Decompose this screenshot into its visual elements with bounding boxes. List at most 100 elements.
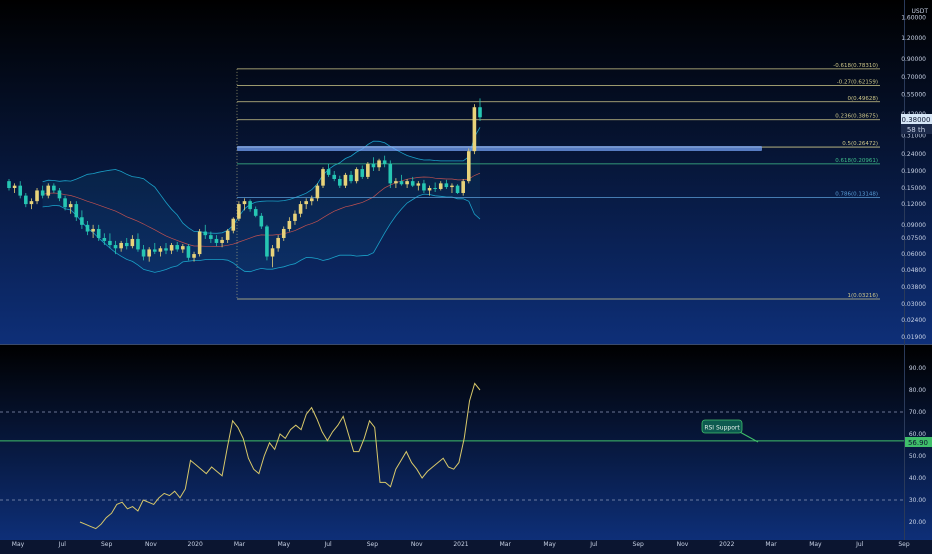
fib-retracement: -0.618(0.78310) -0.27(0.62159) 0(0.49628) 0… (236, 63, 880, 300)
candle-body (169, 245, 174, 251)
candle-body (438, 183, 443, 189)
rsi-axis: 90.00 80.00 70.00 60.00 50.00 40.00 30.00 20.00 (909, 365, 926, 526)
price-tick-label: 1.60000 (901, 14, 926, 21)
candle-body (444, 183, 449, 188)
time-tick-label: Mar (234, 541, 246, 548)
candle-body (388, 163, 393, 184)
candle-body (119, 242, 123, 249)
candle-body (214, 238, 219, 243)
candle-body (349, 174, 353, 182)
candle-body (18, 185, 23, 196)
candle-body (450, 185, 454, 188)
candle-body (35, 190, 39, 202)
price-axis: 2.700001.600001.200000.900000.700000.550… (901, 14, 926, 341)
candle-body (186, 246, 191, 258)
time-tick-label: 2021 (453, 541, 468, 548)
candle-body (175, 245, 180, 250)
time-tick-label: Jul (58, 541, 67, 548)
support-band (237, 146, 762, 151)
bb-upper (42, 127, 481, 234)
callout-box (701, 419, 743, 434)
candle-body (147, 249, 151, 257)
candle-body (164, 248, 168, 251)
countdown-label: 58 th (907, 126, 925, 134)
time-tick-label: May (543, 541, 556, 548)
candle-body (265, 226, 269, 257)
candle-body (366, 163, 370, 177)
candle-body (80, 217, 84, 225)
candle-body (136, 238, 140, 250)
time-tick-label: Mar (765, 541, 777, 548)
candle-body (141, 249, 146, 257)
candle-body (46, 185, 51, 196)
candle-body (220, 239, 224, 243)
price-tick-label: 0.01900 (901, 334, 926, 341)
price-tick-label: 0.31000 (901, 133, 926, 140)
fib-label: 0.236(0.38675) (835, 114, 878, 120)
fib-label: -0.27(0.62159) (837, 80, 878, 86)
candle-body (405, 181, 409, 185)
price-tick-label: 0.70000 (901, 74, 926, 81)
rsi-current-box (905, 437, 932, 447)
candle-body (422, 183, 426, 191)
fib-label: 0.786(0.13148) (835, 192, 878, 198)
candle-body (197, 231, 202, 255)
candle-body (225, 230, 230, 240)
price-tick-label: 0.24000 (901, 151, 926, 158)
candle-body (416, 183, 421, 186)
time-tick-label: Nov (145, 541, 157, 548)
candle-body (181, 246, 185, 250)
price-axis-unit: USDT (912, 8, 929, 15)
rsi-line (79, 382, 481, 530)
candle-body (253, 209, 258, 216)
candle-body (315, 185, 320, 199)
candle-body (113, 245, 118, 249)
price-tick-label: 0.06000 (901, 251, 926, 258)
time-tick-label: May (278, 541, 291, 548)
time-tick-label: 2022 (719, 541, 734, 548)
candle-body (124, 242, 129, 247)
fib-label: 1(0.03216) (847, 293, 878, 299)
time-tick-label: Sep (898, 541, 910, 548)
candle-body (237, 204, 241, 219)
rsi-tick-label: 20.00 (909, 519, 926, 526)
candle-body (52, 185, 56, 191)
candle-body (63, 198, 67, 208)
candle-body (455, 185, 460, 193)
last-price-label: 0.38000 (902, 116, 931, 124)
rsi-tick-label: 60.00 (909, 431, 926, 438)
price-tick-label: 0.55000 (901, 91, 926, 98)
candle-body (287, 220, 292, 229)
candle-body (354, 169, 359, 182)
time-tick-label: Nov (411, 541, 423, 548)
candle-body (68, 204, 73, 208)
rsi-support-callout: RSI Support (701, 419, 759, 443)
price-tick-label: 0.12000 (901, 201, 926, 208)
time-tick-label: Sep (633, 541, 645, 548)
candle-body (270, 248, 275, 257)
candle-body (242, 201, 247, 205)
price-tick-label: 0.19000 (901, 168, 926, 175)
fib-label: 0(0.49628) (847, 96, 878, 102)
price-tick-label: 0.90000 (901, 56, 926, 63)
candle-body (130, 238, 135, 247)
rsi-current-label: 56.90 (908, 439, 928, 447)
candle-body (74, 204, 79, 218)
candle-body (410, 181, 415, 186)
time-tick-label: Sep (367, 541, 379, 548)
time-tick-label: Jul (589, 541, 598, 548)
rsi-pane-bg (0, 345, 932, 540)
candle-body (57, 190, 62, 199)
fib-label: -0.618(0.78310) (833, 63, 878, 69)
candles (7, 98, 482, 268)
time-axis: May Jul Sep Nov 2020 Mar May Jul Sep Nov 2021 Mar Ma… (12, 541, 910, 548)
time-tick-label: Nov (677, 541, 689, 548)
price-tick-label: 0.03800 (901, 284, 926, 291)
candle-body (377, 160, 381, 168)
rsi-tick-label: 90.00 (909, 365, 926, 372)
candle-body (332, 174, 337, 179)
candle-body (102, 237, 107, 241)
candle-body (12, 185, 17, 189)
candle-body (158, 248, 163, 252)
countdown-box (901, 124, 932, 134)
